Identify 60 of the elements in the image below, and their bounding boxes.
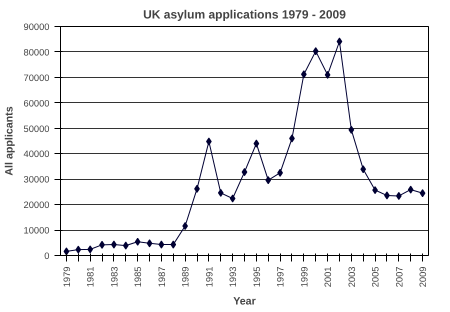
x-tick-label: 2005 xyxy=(370,266,381,288)
point xyxy=(360,165,366,174)
point xyxy=(408,186,414,194)
x-tick-label: 1999 xyxy=(299,266,310,288)
point xyxy=(289,134,295,142)
point xyxy=(348,126,354,134)
point xyxy=(99,240,105,249)
x-tick-label: 1995 xyxy=(252,266,262,288)
point xyxy=(230,194,236,203)
x-tick-label: 1983 xyxy=(109,266,120,288)
y-tick-label: 10000 xyxy=(24,226,50,236)
point xyxy=(194,184,200,193)
point xyxy=(384,191,390,200)
x-tick-label: 1997 xyxy=(276,266,286,288)
point xyxy=(182,222,188,230)
y-tick-label: 90000 xyxy=(24,22,50,32)
point xyxy=(242,168,248,176)
x-tick-label: 2003 xyxy=(346,266,357,288)
x-tick-label: 2007 xyxy=(394,266,404,288)
x-tick-label: 2001 xyxy=(323,266,334,288)
point xyxy=(64,247,70,256)
y-axis-title: All applicants xyxy=(4,106,16,176)
y-tick-label: 80000 xyxy=(24,47,50,58)
x-tick-label: 2009 xyxy=(418,266,428,288)
x-tick-label: 1981 xyxy=(86,266,96,288)
x-axis-title: Year xyxy=(233,295,256,308)
point xyxy=(122,242,129,250)
point xyxy=(218,188,224,197)
y-tick-label: 0 xyxy=(44,251,50,261)
point xyxy=(301,70,307,78)
chart-title: UK asylum applications 1979 - 2009 xyxy=(143,8,346,22)
x-tick-label: 1987 xyxy=(156,266,167,288)
x-tick-label: 1993 xyxy=(228,266,238,288)
point xyxy=(277,168,283,177)
point xyxy=(206,138,212,146)
x-tick-label: 1979 xyxy=(62,266,72,288)
y-tick-label: 40000 xyxy=(24,149,50,160)
x-tick-label: 1989 xyxy=(180,266,191,288)
y-tick-label: 50000 xyxy=(24,124,50,134)
point xyxy=(111,240,117,249)
point xyxy=(324,70,330,79)
point xyxy=(265,176,272,184)
point xyxy=(254,140,260,148)
x-tick-label: 1985 xyxy=(133,266,144,288)
point xyxy=(158,240,164,249)
point xyxy=(87,245,94,254)
y-tick-label: 70000 xyxy=(24,72,50,83)
point xyxy=(312,47,319,56)
point xyxy=(134,238,140,246)
point xyxy=(75,246,82,254)
y-tick-label: 60000 xyxy=(24,98,50,108)
point xyxy=(396,192,402,200)
y-tick-label: 20000 xyxy=(24,200,50,210)
point xyxy=(170,240,176,249)
y-tick-label: 30000 xyxy=(24,174,50,185)
point xyxy=(420,189,426,198)
point xyxy=(372,186,378,194)
point xyxy=(146,239,152,248)
point xyxy=(336,38,342,46)
x-tick-label: 1991 xyxy=(204,266,214,288)
